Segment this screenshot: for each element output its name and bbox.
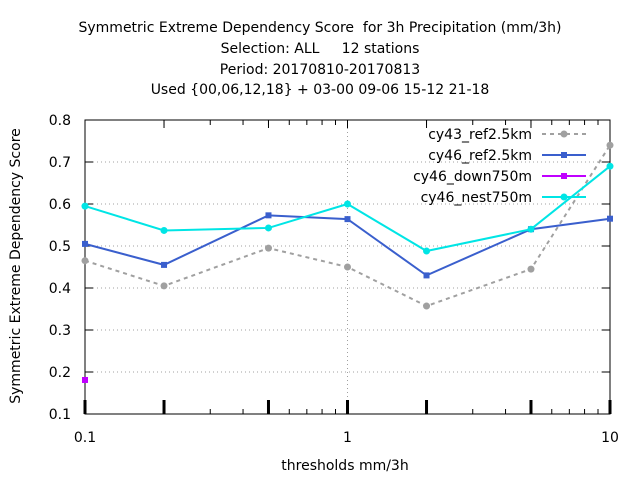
data-point-cy46_ref2.5km <box>344 216 351 223</box>
data-point-cy46_nest750m <box>606 162 614 170</box>
plot-frame <box>84 119 611 415</box>
data-point-cy46_ref2.5km <box>265 212 272 219</box>
y-tick-label: 0.4 <box>49 281 71 297</box>
legend-label: cy46_nest750m <box>421 190 532 206</box>
y-tick-label: 0.5 <box>49 239 71 255</box>
legend-label: cy46_down750m <box>413 169 532 185</box>
y-tick-label: 0.2 <box>49 365 71 381</box>
legend-marker <box>561 173 567 179</box>
x-tick-label: 10 <box>601 430 619 446</box>
y-tick-label: 0.6 <box>49 197 71 213</box>
data-point-cy46_nest750m <box>527 225 535 233</box>
chart-title-line-1: Symmetric Extreme Dependency Score for 3… <box>78 20 562 36</box>
y-tick-label: 0.7 <box>49 155 71 171</box>
x-tick-label: 0.1 <box>74 430 96 446</box>
x-tick-label: 1 <box>343 430 352 446</box>
data-point-cy43_ref2.5km <box>606 141 614 149</box>
legend-label: cy46_ref2.5km <box>428 148 532 164</box>
data-point-cy43_ref2.5km <box>527 265 535 273</box>
data-point-cy46_nest750m <box>160 226 168 234</box>
data-point-cy46_nest750m <box>264 224 272 232</box>
legend-marker <box>560 130 568 138</box>
data-point-cy46_nest750m <box>344 200 351 208</box>
data-point-cy46_ref2.5km <box>423 272 430 279</box>
data-point-cy43_ref2.5km <box>344 263 351 271</box>
x-axis-label: thresholds mm/3h <box>281 458 408 474</box>
data-point-cy46_down750m <box>82 376 88 383</box>
data-point-cy46_nest750m <box>81 202 89 210</box>
data-point-cy46_ref2.5km <box>82 240 88 247</box>
data-point-cy43_ref2.5km <box>81 257 89 265</box>
legend-marker <box>561 152 567 158</box>
y-tick-label: 0.1 <box>49 407 71 423</box>
y-axis-label: Symmetric Extreme Dependency Score <box>8 128 24 404</box>
data-point-cy43_ref2.5km <box>423 302 431 310</box>
data-point-cy46_ref2.5km <box>161 261 168 268</box>
data-point-cy43_ref2.5km <box>160 282 168 290</box>
chart-title-line-2: Selection: ALL 12 stations <box>220 41 420 57</box>
legend-marker <box>560 193 568 201</box>
y-tick-label: 0.8 <box>49 113 71 129</box>
data-point-cy46_ref2.5km <box>607 215 613 222</box>
data-point-cy43_ref2.5km <box>264 244 272 252</box>
legend-label: cy43_ref2.5km <box>428 127 532 143</box>
chart-title-line-4: Used {00,06,12,18} + 03-00 09-06 15-12 2… <box>150 82 490 98</box>
y-tick-label: 0.3 <box>49 323 71 339</box>
data-point-cy46_nest750m <box>423 247 431 255</box>
chart-title-line-3: Period: 20170810-20170813 <box>219 62 421 78</box>
